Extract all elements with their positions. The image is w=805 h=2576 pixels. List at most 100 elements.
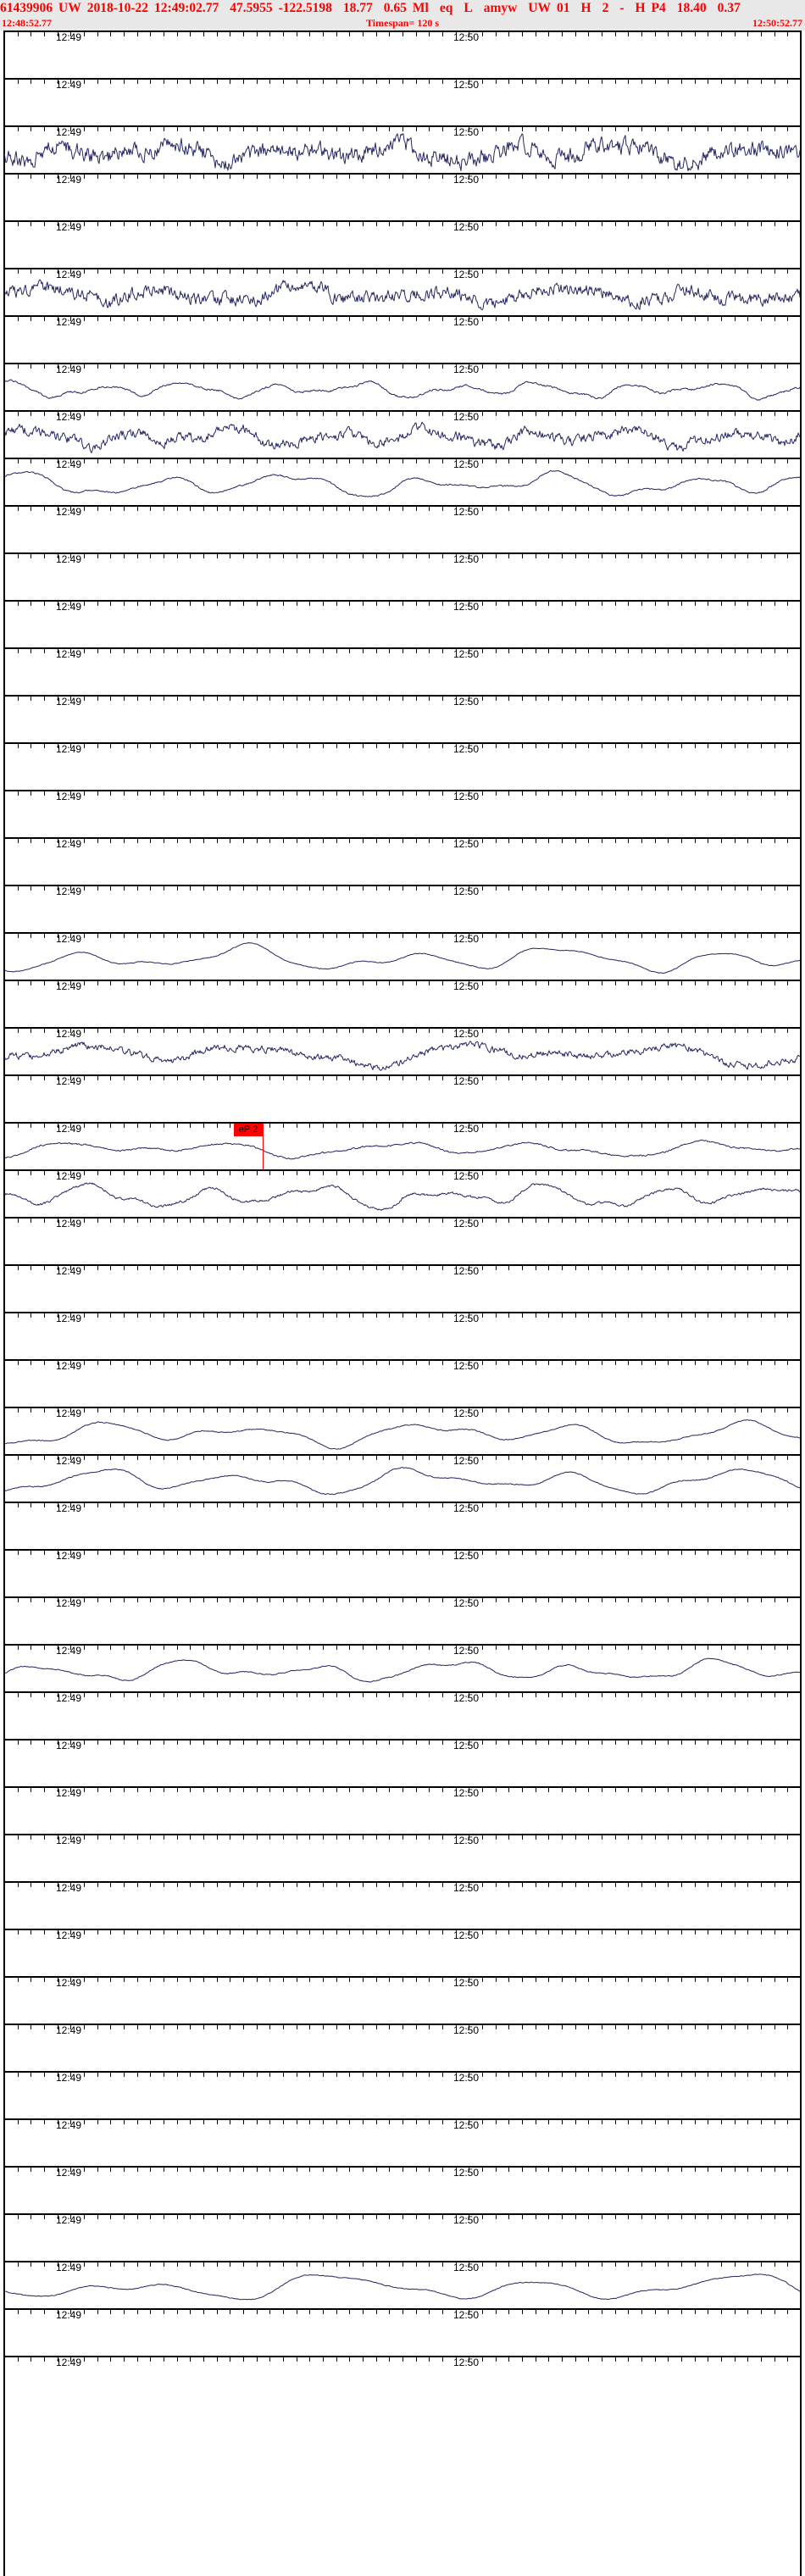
axis-tick [17,602,19,606]
axis-tick [614,649,616,653]
axis-tick [150,1313,152,1318]
axis-tick [124,554,125,558]
axis-tick [363,697,364,701]
axis-tick [150,459,152,464]
axis-tick [216,459,218,464]
axis-tick [495,1835,497,1840]
axis-tick [747,981,749,985]
axis-tick [548,744,550,748]
axis-tick [216,1740,218,1745]
axis-tick [614,175,616,179]
event-summary-line: 61439906 UW 2018-10-22 12:49:02.77 47.5955 -1… [0,0,805,16]
axis-tick [190,1503,192,1507]
axis-tick [216,364,218,369]
axis-tick [136,1266,138,1270]
axis-tick [548,1740,550,1745]
axis-tick [562,697,563,701]
axis-tick [136,554,138,558]
axis-tick [349,412,351,416]
axis-tick [575,222,576,226]
axis-tick [495,1171,497,1175]
axis-tick [269,649,271,653]
axis-tick [734,1076,736,1080]
axis-tick [216,1408,218,1413]
axis-tick [734,222,736,226]
axis-tick [44,791,45,796]
axis-tick [150,1551,152,1555]
axis-tick [124,791,125,796]
axis-tick [415,1456,417,1460]
axis-tick [70,1740,72,1745]
axis-tick [349,697,351,701]
axis-tick [415,175,417,179]
axis-tick [761,1835,762,1840]
axis-tick [4,981,5,985]
axis-tick [243,1835,244,1840]
axis-tick [801,412,802,416]
axis-tick [761,459,762,464]
axis-tick [375,1076,377,1080]
axis-tick [4,1503,5,1507]
axis-tick [588,507,590,511]
phase-pick-label[interactable]: eP 2 [234,1124,263,1136]
axis-tick [336,1029,337,1033]
axis-tick [614,317,616,321]
axis-tick [641,1740,642,1745]
axis-tick [575,459,576,464]
axis-tick [548,1124,550,1128]
axis-tick [309,1171,311,1175]
minute-tick-label: 12:50 [453,1551,479,1562]
axis-tick [415,1835,417,1840]
axis-tick [747,791,749,796]
axis-tick [349,602,351,606]
axis-tick [654,1361,656,1365]
axis-tick [668,1124,669,1128]
axis-tick [283,507,284,511]
axis-tick [774,649,775,653]
axis-tick [256,1456,258,1460]
waveform [4,279,801,311]
minute-tick-label: 12:49 [56,412,81,423]
axis-tick [190,1788,192,1792]
